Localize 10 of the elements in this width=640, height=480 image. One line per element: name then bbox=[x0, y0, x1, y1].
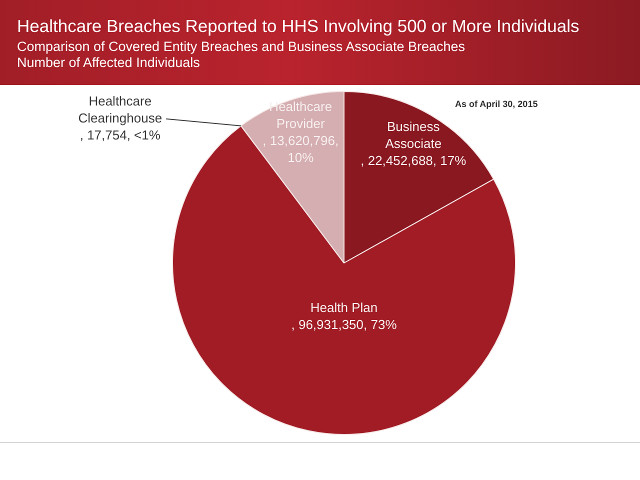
data-label: , 96,931,350, 73% bbox=[291, 316, 398, 332]
chart-title: Healthcare Breaches Reported to HHS Involving 500 or More Individuals bbox=[17, 16, 580, 37]
slice-label: Business Associate bbox=[385, 119, 442, 152]
data-label: , 22,452,688, 17% bbox=[360, 153, 467, 168]
data-label: , 13,620,796, 10% bbox=[262, 132, 339, 165]
slice-label: Healthcare Clearinghouse bbox=[78, 93, 162, 126]
slice-label: Health Plan bbox=[310, 300, 378, 315]
data-label: , 17,754, <1% bbox=[80, 127, 161, 142]
text: As of April 30, 2015 bbox=[455, 99, 538, 109]
chart-subtitle: Comparison of Covered Entity Breaches and Business Associate Breaches Number of Affected Individuals bbox=[17, 39, 465, 71]
